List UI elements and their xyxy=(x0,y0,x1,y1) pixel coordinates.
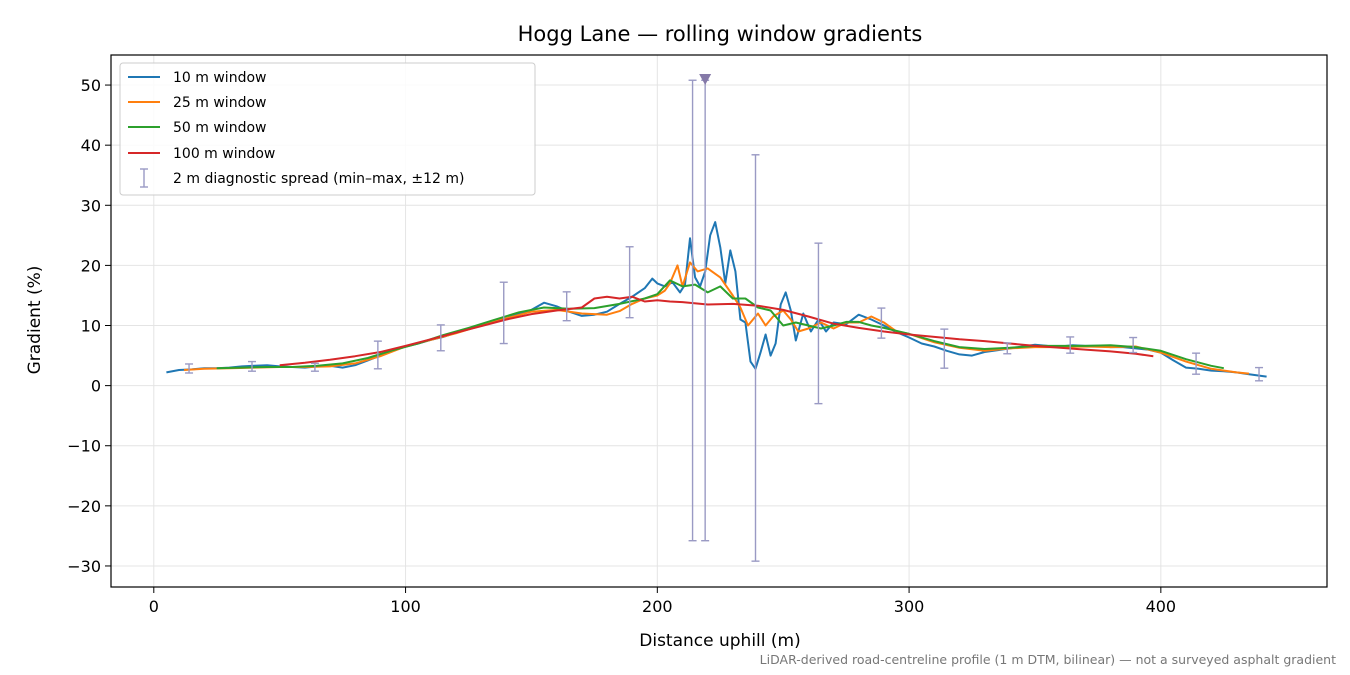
errorbar xyxy=(1129,336,1138,354)
y-tick-label: 50 xyxy=(81,76,101,95)
errorbar xyxy=(877,307,886,339)
y-tick-label: 40 xyxy=(81,136,101,155)
errorbar xyxy=(1192,352,1201,375)
y-tick-label: 30 xyxy=(81,196,101,215)
y-tick-label: −30 xyxy=(67,557,101,576)
y-tick-label: −20 xyxy=(67,497,101,516)
x-axis-label: Distance uphill (m) xyxy=(639,631,800,651)
footnote: LiDAR-derived road-centreline profile (1… xyxy=(760,652,1336,667)
errorbar xyxy=(310,362,319,372)
legend-label-3: 50 m window xyxy=(173,120,266,136)
errorbar xyxy=(1066,336,1075,354)
y-tick-label: 10 xyxy=(81,317,101,336)
x-tick-label: 300 xyxy=(894,597,925,616)
errorbar xyxy=(373,340,382,370)
x-tick-label: 100 xyxy=(390,597,421,616)
series-line-4 xyxy=(279,295,1154,367)
errorbar xyxy=(185,363,194,374)
clipped-value-marker xyxy=(699,74,712,86)
ticks: 0 100 200 300 400 −30 −20 −10 0 10 20 30 40 50 xyxy=(67,76,1176,616)
x-tick-label: 200 xyxy=(642,597,673,616)
errorbar xyxy=(1255,366,1264,382)
y-tick-label: 20 xyxy=(81,256,101,275)
grid xyxy=(111,55,1327,587)
y-axis-label: Gradient (%) xyxy=(25,266,45,375)
errorbar xyxy=(625,246,634,319)
errorbar xyxy=(940,328,949,369)
legend-label-2: 25 m window xyxy=(173,95,266,111)
legend-box xyxy=(119,62,536,196)
legend-label-4: 100 m window xyxy=(173,146,275,162)
errorbar xyxy=(1003,342,1012,355)
x-tick-label: 0 xyxy=(149,597,159,616)
errorbar xyxy=(562,291,571,322)
y-tick-label: 0 xyxy=(91,377,101,396)
legend-label-1: 10 m window xyxy=(173,70,266,86)
errorbar xyxy=(751,154,760,562)
errorbar xyxy=(499,281,508,345)
errorbar xyxy=(688,79,697,542)
x-tick-label: 400 xyxy=(1146,597,1177,616)
errorbar xyxy=(436,324,445,352)
errorbar xyxy=(814,242,823,405)
series-layer xyxy=(166,221,1267,378)
chart-title: Hogg Lane — rolling window gradients xyxy=(518,22,923,46)
errorbar xyxy=(247,360,256,372)
errorbar-layer xyxy=(185,74,1264,562)
plot-frame xyxy=(110,54,1328,588)
legend: 10 m window 25 m window 50 m window 100 m w… xyxy=(119,62,536,196)
y-tick-label: −10 xyxy=(67,437,101,456)
legend-label-errorbar: 2 m diagnostic spread (min–max, ±12 m) xyxy=(173,171,464,187)
